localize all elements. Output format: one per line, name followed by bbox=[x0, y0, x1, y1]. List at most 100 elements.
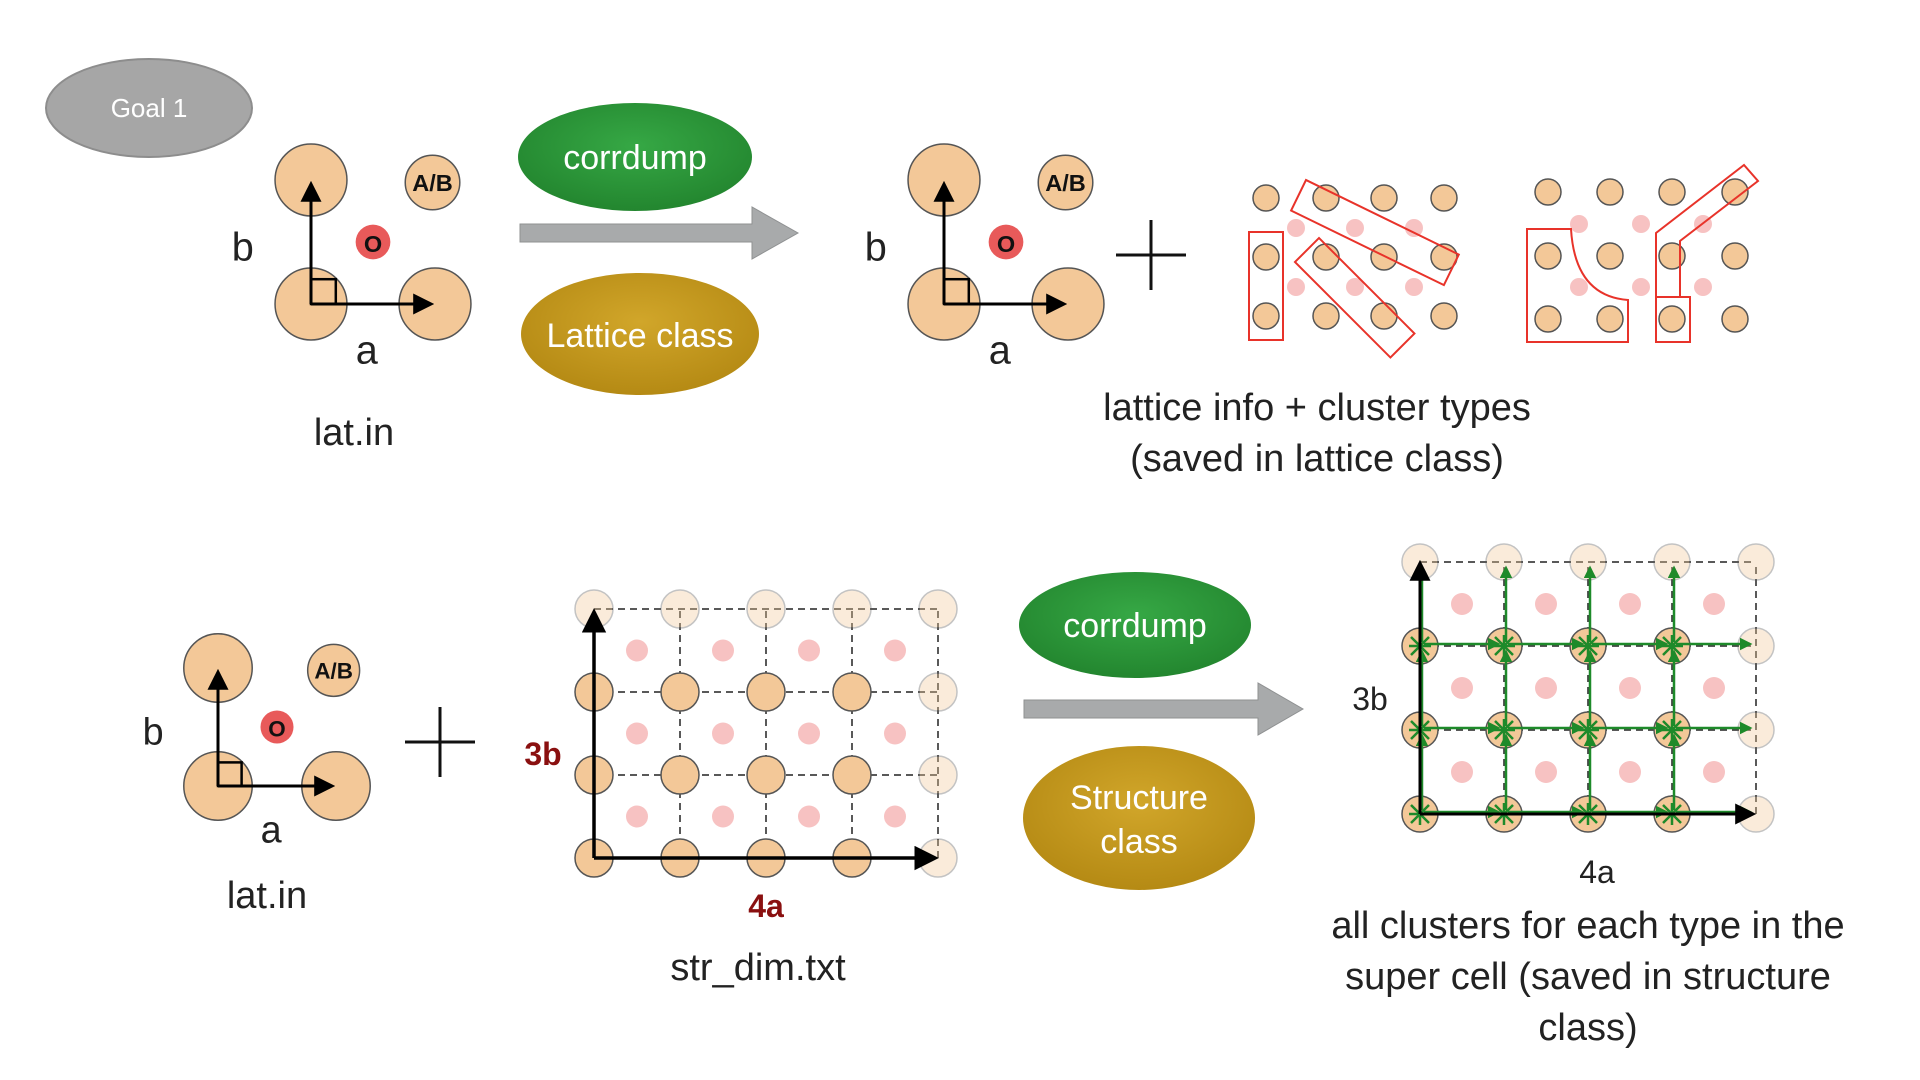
result-label-4a: 4a bbox=[1579, 854, 1615, 890]
ab-site bbox=[306, 643, 361, 698]
interstitial-site bbox=[1287, 219, 1305, 237]
interstitial-site bbox=[626, 722, 648, 745]
lattice-site bbox=[1534, 178, 1562, 206]
interstitial-site bbox=[1405, 278, 1423, 296]
lattice-site bbox=[918, 672, 958, 712]
lattice-site bbox=[1658, 305, 1686, 333]
cluster-outline bbox=[1526, 228, 1629, 343]
interstitial-site bbox=[1451, 677, 1473, 699]
interstitial-site bbox=[1405, 219, 1423, 237]
lattice-site bbox=[1737, 543, 1775, 581]
interstitial-site bbox=[1535, 677, 1557, 699]
cluster-outline bbox=[1289, 178, 1461, 287]
top-lattice-file-label: lat.in bbox=[314, 412, 394, 454]
right-angle-mark bbox=[309, 277, 338, 306]
oxygen-site bbox=[355, 224, 391, 260]
lattice-site bbox=[832, 672, 872, 712]
axis-a-label: a bbox=[356, 329, 379, 373]
interstitial-site bbox=[1632, 278, 1650, 296]
axis-b-label: b bbox=[865, 226, 887, 270]
lattice-class-pill: Lattice class bbox=[521, 273, 759, 395]
bottom-lattice-file-label: lat.in bbox=[227, 875, 307, 917]
lattice-site bbox=[1370, 184, 1398, 212]
interstitial-site bbox=[1703, 593, 1725, 615]
lattice-site bbox=[660, 755, 700, 795]
lattice-site bbox=[918, 755, 958, 795]
interstitial-site bbox=[798, 805, 820, 828]
lattice-cell-input: O A/B b a bbox=[232, 143, 472, 373]
lattice-site bbox=[1312, 243, 1340, 271]
right-angle-mark bbox=[216, 761, 243, 788]
cluster-outline bbox=[1293, 236, 1416, 359]
lattice-site bbox=[746, 589, 786, 629]
lattice-site bbox=[1721, 242, 1749, 270]
cluster-types-shapes bbox=[1526, 163, 1760, 343]
lattice-site bbox=[1569, 543, 1607, 581]
bottom-caption-line1: all clusters for each type in the bbox=[1331, 905, 1844, 947]
interstitial-site bbox=[626, 639, 648, 662]
lattice-site bbox=[746, 755, 786, 795]
oxygen-site bbox=[988, 224, 1024, 260]
interstitial-site bbox=[1619, 761, 1641, 783]
interstitial-site bbox=[1703, 761, 1725, 783]
interstitial-site bbox=[712, 722, 734, 745]
right-angle-mark bbox=[942, 277, 971, 306]
axis-b-label: b bbox=[143, 711, 164, 753]
result-label-3b: 3b bbox=[1352, 681, 1388, 717]
interstitial-site bbox=[1619, 677, 1641, 699]
corrdump-pill-top: corrdump bbox=[518, 103, 752, 211]
interstitial-site bbox=[1346, 219, 1364, 237]
interstitial-site bbox=[1570, 215, 1588, 233]
interstitial-site bbox=[798, 639, 820, 662]
interstitial-site bbox=[1451, 593, 1473, 615]
lattice-site bbox=[1737, 711, 1775, 749]
lattice-site bbox=[1485, 543, 1523, 581]
oxygen-site-label: O bbox=[268, 716, 285, 741]
lattice-site bbox=[1430, 302, 1458, 330]
oxygen-site-label: O bbox=[364, 231, 382, 257]
structure-class-pill-line2: class bbox=[1100, 823, 1177, 861]
oxygen-site bbox=[260, 710, 294, 744]
ab-site-label: A/B bbox=[314, 659, 353, 684]
lattice-site bbox=[1252, 243, 1280, 271]
lattice-site bbox=[1721, 178, 1749, 206]
interstitial-site bbox=[1703, 677, 1725, 699]
lattice-site bbox=[1534, 242, 1562, 270]
interstitial-site bbox=[884, 722, 906, 745]
interstitial-site bbox=[1619, 593, 1641, 615]
lattice-site bbox=[832, 589, 872, 629]
structure-class-pill: Structure class bbox=[1023, 746, 1255, 890]
lattice-site bbox=[1252, 302, 1280, 330]
lattice-site bbox=[1534, 305, 1562, 333]
bottom-caption-line3: class) bbox=[1538, 1007, 1637, 1049]
lattice-site bbox=[832, 755, 872, 795]
corrdump-pill-bottom-label: corrdump bbox=[1063, 607, 1207, 645]
process-arrow-top bbox=[519, 206, 800, 260]
interstitial-site bbox=[626, 805, 648, 828]
ab-site-label: A/B bbox=[1045, 170, 1086, 196]
interstitial-site bbox=[884, 639, 906, 662]
lattice-site bbox=[746, 672, 786, 712]
lattice-site bbox=[660, 672, 700, 712]
axis-b-label: b bbox=[232, 226, 254, 270]
interstitial-site bbox=[1570, 278, 1588, 296]
structure-class-pill-line1: Structure bbox=[1070, 779, 1208, 817]
lattice-site bbox=[1653, 543, 1691, 581]
grid-label-3b: 3b bbox=[524, 736, 561, 772]
lattice-site bbox=[1721, 305, 1749, 333]
interstitial-site bbox=[1535, 761, 1557, 783]
lattice-cell-bottom: O A/B b a bbox=[143, 633, 371, 851]
lattice-site bbox=[1737, 627, 1775, 665]
goal-badge: Goal 1 bbox=[45, 58, 253, 158]
plus-sign-bottom bbox=[405, 707, 475, 777]
dims-file-label: str_dim.txt bbox=[670, 947, 846, 989]
interstitial-site bbox=[712, 805, 734, 828]
cluster-outline bbox=[1248, 231, 1284, 341]
interstitial-site bbox=[1287, 278, 1305, 296]
interstitial-site bbox=[712, 639, 734, 662]
supercell-grid bbox=[574, 589, 958, 878]
plus-sign-top bbox=[1116, 220, 1186, 290]
lattice-site bbox=[1370, 302, 1398, 330]
interstitial-site bbox=[1535, 593, 1557, 615]
